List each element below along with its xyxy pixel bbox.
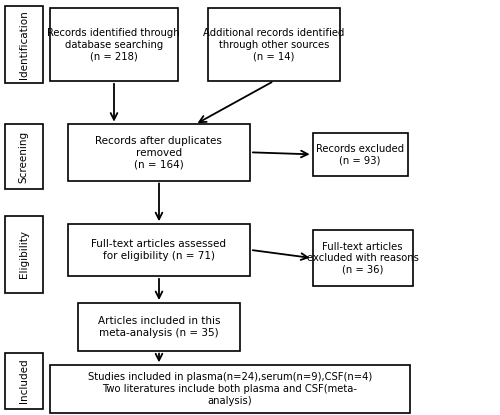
Bar bbox=[68, 124, 250, 181]
Text: Additional records identified
through other sources
(n = 14): Additional records identified through ot… bbox=[203, 28, 344, 61]
Bar bbox=[78, 303, 240, 351]
Text: Records identified through
database searching
(n = 218): Records identified through database sear… bbox=[48, 28, 180, 61]
Bar bbox=[312, 230, 412, 286]
Text: Records excluded
(n = 93): Records excluded (n = 93) bbox=[316, 144, 404, 166]
Text: Screening: Screening bbox=[19, 131, 29, 183]
Bar bbox=[5, 353, 43, 409]
Text: Eligibility: Eligibility bbox=[19, 230, 29, 278]
Text: Included: Included bbox=[19, 359, 29, 403]
Text: Studies included in plasma(n=24),serum(n=9),CSF(n=4)
Two literatures include bot: Studies included in plasma(n=24),serum(n… bbox=[88, 373, 372, 406]
Bar bbox=[5, 124, 43, 189]
Text: Records after duplicates
removed
(n = 164): Records after duplicates removed (n = 16… bbox=[96, 136, 222, 169]
Text: Full-text articles
excluded with reasons
(n = 36): Full-text articles excluded with reasons… bbox=[306, 242, 418, 275]
Text: Full-text articles assessed
for eligibility (n = 71): Full-text articles assessed for eligibil… bbox=[91, 239, 226, 261]
Text: Articles included in this
meta-analysis (n = 35): Articles included in this meta-analysis … bbox=[98, 316, 220, 338]
Bar bbox=[312, 133, 408, 176]
Text: Identification: Identification bbox=[19, 10, 29, 79]
Bar bbox=[5, 216, 43, 293]
Bar bbox=[5, 6, 43, 83]
Bar bbox=[68, 224, 250, 276]
Bar bbox=[50, 8, 178, 81]
Bar bbox=[50, 365, 410, 413]
Bar bbox=[208, 8, 340, 81]
